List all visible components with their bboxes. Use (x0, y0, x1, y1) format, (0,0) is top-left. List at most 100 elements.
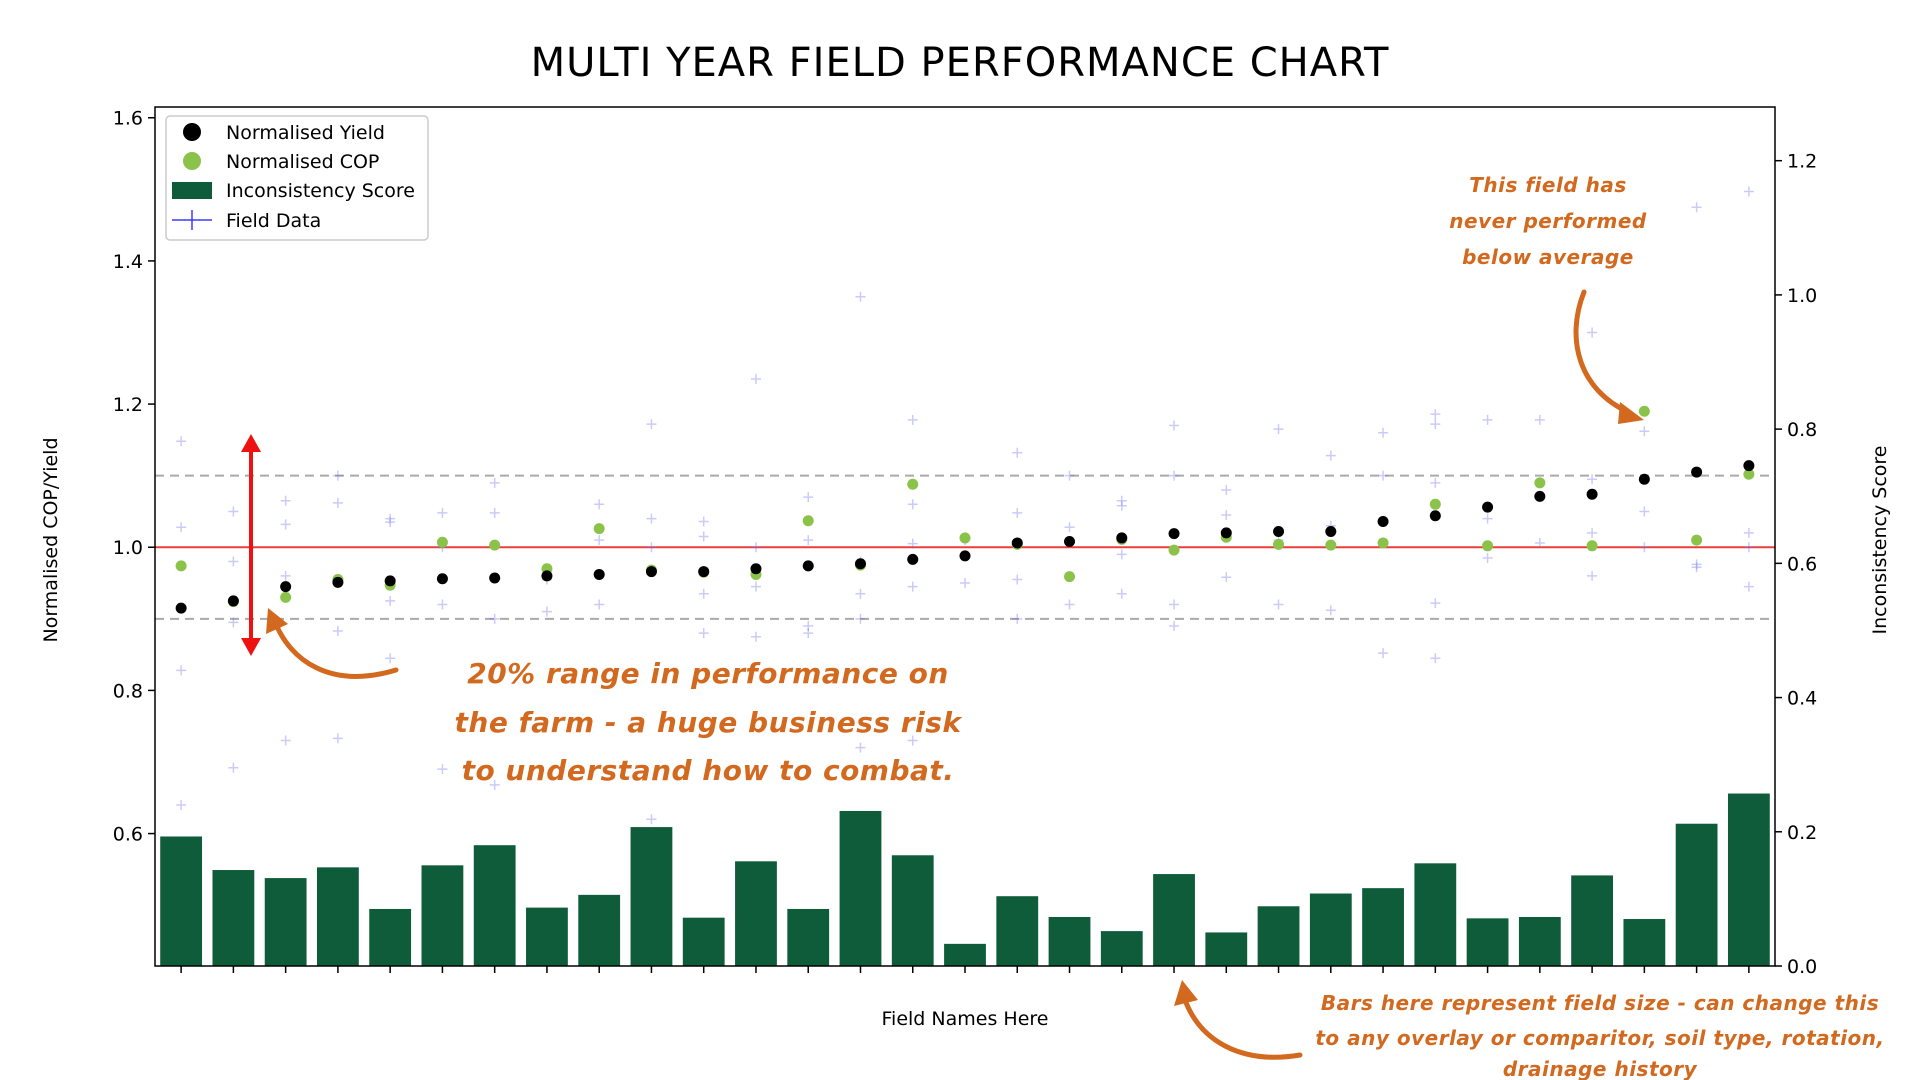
field-data-point (698, 531, 709, 542)
annotation-range-line-1: 20% range in performance on (467, 657, 949, 690)
bar (1675, 823, 1718, 966)
yield-point (541, 570, 553, 582)
bar (1571, 875, 1613, 966)
field-data-point (1273, 424, 1284, 435)
field-data-point (385, 653, 396, 664)
legend-field-data-label: Field Data (226, 210, 321, 232)
bar (1727, 793, 1770, 966)
annotation-top-field-line-3: below average (1462, 245, 1634, 269)
bar (317, 867, 359, 966)
field-data-point (1430, 419, 1441, 430)
field-data-point (1639, 506, 1650, 517)
cop-point (1482, 540, 1494, 552)
annotation-bars-line-3: drainage history (1503, 1057, 1698, 1080)
bar (1414, 863, 1457, 966)
y2-tick-label: 0.8 (1787, 419, 1817, 441)
cop-point (1691, 534, 1703, 546)
field-data-point (1482, 414, 1493, 425)
field-data-point (750, 581, 761, 592)
field-data-point (1482, 513, 1493, 524)
field-data-point (803, 620, 814, 631)
field-data-point (1012, 613, 1023, 624)
y2-tick-label: 0.6 (1787, 553, 1817, 575)
bar (1153, 874, 1195, 966)
field-data-point (1064, 470, 1075, 481)
legend-cop-label: Normalised COP (226, 151, 379, 173)
yield-point (175, 602, 187, 614)
field-data-point (332, 733, 343, 744)
field-data-point (1064, 599, 1075, 610)
field-data-point (907, 414, 918, 425)
field-data-point (1534, 537, 1545, 548)
cop-point (489, 539, 501, 551)
cop-point (593, 523, 605, 535)
field-data-point (176, 522, 187, 533)
field-data-point (646, 513, 657, 524)
field-data-point (280, 735, 291, 746)
yield-point (1638, 473, 1650, 485)
field-data-point (176, 665, 187, 676)
cop-point (907, 478, 919, 490)
field-data-point (228, 506, 239, 517)
field-data-point (280, 570, 291, 581)
field-data-point (541, 606, 552, 617)
field-data-point (1116, 495, 1127, 506)
bar (1048, 917, 1091, 966)
annotation-arrow-bars (1174, 980, 1303, 1060)
bar (1205, 932, 1248, 966)
field-data-point (646, 419, 657, 430)
field-data-point (855, 588, 866, 599)
annotation-range-line-3: to understand how to combat. (462, 754, 955, 787)
field-data-point (907, 499, 918, 510)
field-data-point (1743, 186, 1754, 197)
field-data-point (228, 762, 239, 773)
field-data-point (489, 779, 500, 790)
bar (526, 907, 568, 966)
bar (839, 810, 882, 966)
yield-point (332, 576, 344, 588)
y-tick-label: 1.0 (113, 537, 143, 559)
yield-point (698, 566, 710, 578)
field-data-point (1587, 527, 1598, 538)
field-data-point (1169, 470, 1180, 481)
field-data-point (698, 628, 709, 639)
legend-cop-marker (183, 152, 201, 170)
y2-axis-label: Inconsistency Score (1869, 446, 1891, 635)
yield-point (1168, 528, 1180, 540)
field-data-point (1012, 447, 1023, 458)
legend-frame (165, 115, 429, 241)
cop-point (1168, 544, 1180, 556)
y-tick-label: 1.2 (113, 394, 143, 416)
field-data-point (1691, 559, 1702, 570)
field-data-point (1169, 420, 1180, 431)
annotation-range: 20% range in performance on the farm - a… (455, 657, 964, 787)
field-data-point (1534, 414, 1545, 425)
field-data-point (960, 578, 970, 589)
x-axis-label: Field Names Here (882, 1008, 1049, 1030)
yield-point (280, 581, 292, 593)
field-data-point (489, 613, 500, 624)
annotation-top-field: This field has never performed below ave… (1449, 173, 1646, 269)
cop-point (175, 560, 187, 572)
field-data-point (750, 631, 761, 642)
annotation-range-line-2: the farm - a huge business risk (455, 706, 964, 739)
field-data-point (646, 542, 657, 553)
yield-point (489, 572, 501, 584)
legend-yield-marker (183, 123, 201, 141)
yield-point (1482, 501, 1494, 513)
bar (1362, 888, 1404, 966)
field-data-point (1691, 202, 1702, 213)
y-tick-label: 1.4 (113, 251, 143, 273)
yield-point (1325, 525, 1337, 537)
bar (787, 908, 830, 966)
annotation-bars-line-1: Bars here represent field size - can cha… (1321, 991, 1879, 1015)
field-data-point (1378, 427, 1389, 438)
field-data-point (1116, 500, 1127, 511)
bar (369, 908, 412, 966)
bar (735, 861, 777, 966)
y2-tick-label: 1.2 (1787, 151, 1817, 173)
y2-tick-label: 0.2 (1787, 822, 1817, 844)
field-data-point (1587, 570, 1598, 581)
cop-point (802, 515, 814, 527)
